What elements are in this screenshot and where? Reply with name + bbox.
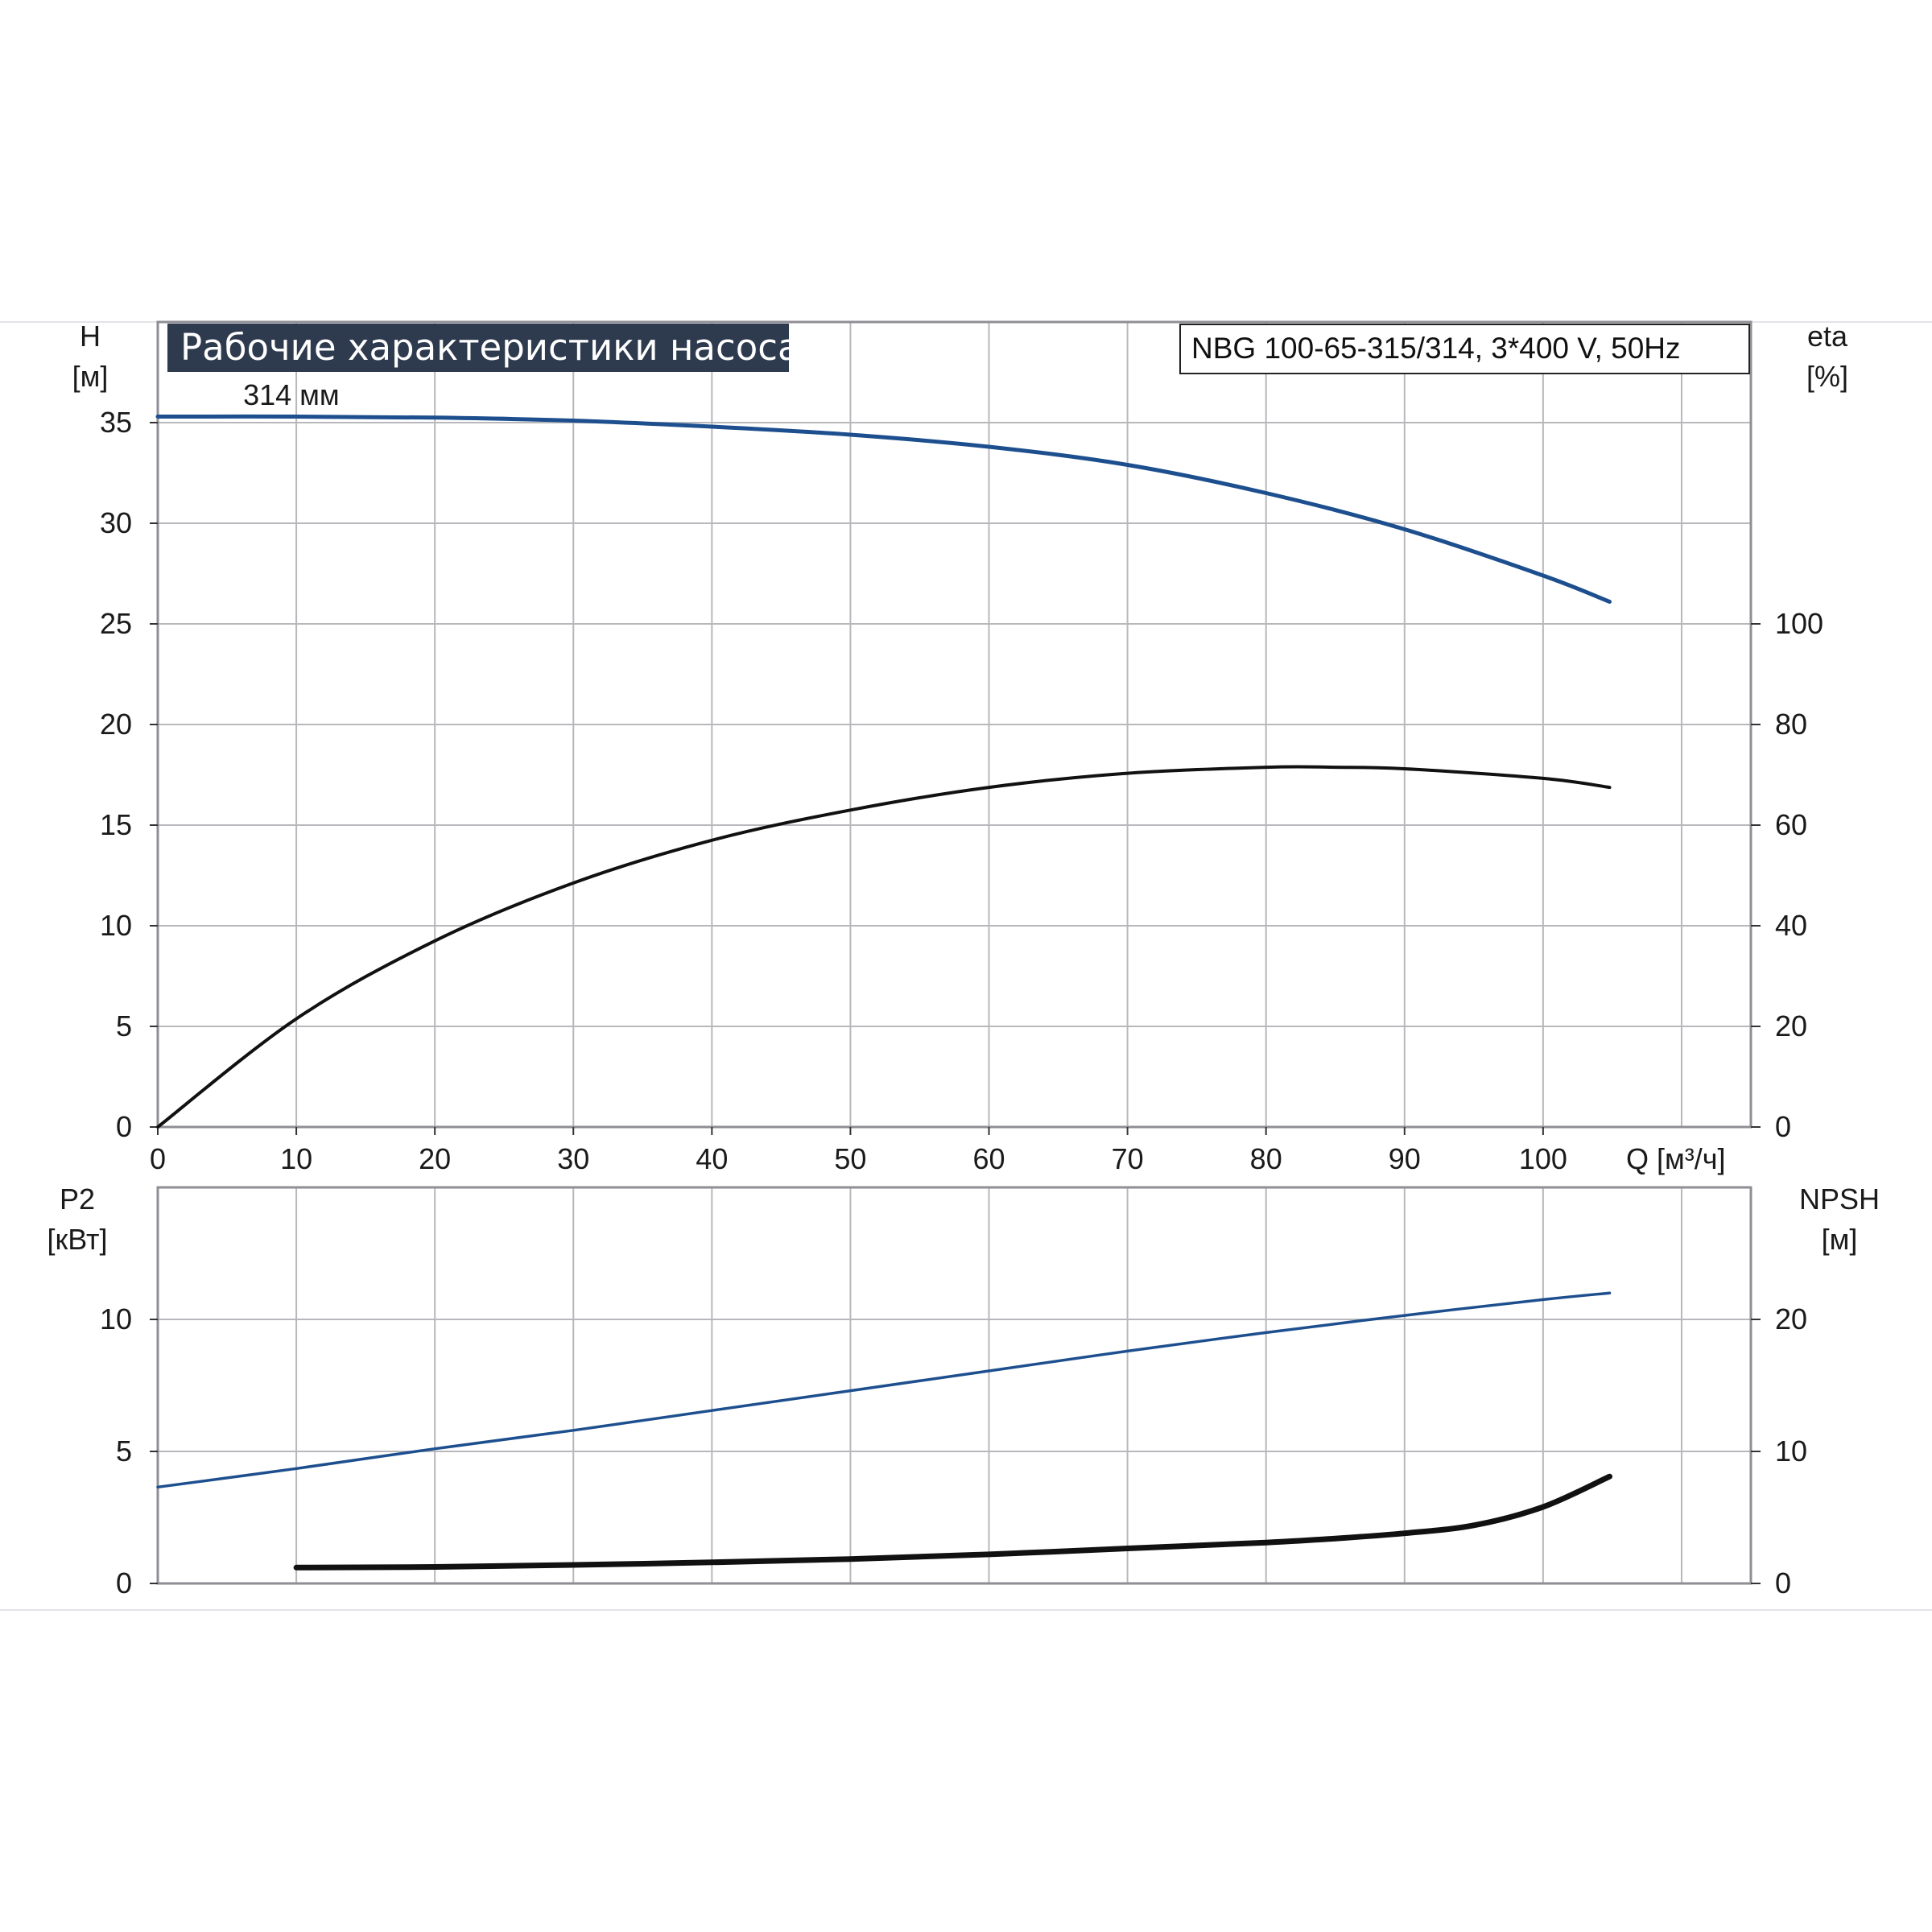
upper-grid [158, 321, 1751, 1127]
y-axis-unit-m: [м] [72, 360, 109, 393]
lower-curves [156, 1291, 1612, 1571]
y2-axis-label-eta: eta [1807, 320, 1848, 353]
chart-subtitle: NBG 100-65-315/314, 3*400 V, 50Hz [1191, 332, 1681, 365]
lower-y2-tick-label-10: 10 [1775, 1435, 1807, 1468]
curve-label-0: 314 мм [243, 378, 340, 411]
y2-axis-unit-m: [м] [1822, 1223, 1858, 1256]
lower-plot-frame [156, 1186, 1752, 1585]
upper-y-tick-label-30: 30 [100, 506, 132, 539]
lower-y-tick-label-5: 5 [116, 1435, 132, 1468]
npsh-curve [293, 1473, 1612, 1571]
lower-y-tick-label-0: 0 [116, 1567, 132, 1600]
lower-tick-labels: 0 5 10 0 10 20 [100, 1302, 1807, 1600]
upper-y2-tick-label-20: 20 [1775, 1009, 1807, 1042]
x-tick-label-100: 100 [1519, 1142, 1567, 1175]
lower-y2-tick-label-0: 0 [1775, 1567, 1791, 1600]
y2-axis-unit-percent: [%] [1806, 360, 1848, 393]
lower-panel: 0 5 10 0 10 20 P2 [кВт] NPSH [м] [47, 1183, 1880, 1600]
x-tick-label-0: 0 [150, 1142, 166, 1175]
upper-y-tick-label-5: 5 [116, 1009, 132, 1042]
upper-curves: 314 мм [155, 378, 1612, 1129]
x-tick-label-90: 90 [1389, 1142, 1421, 1175]
x-axis-label: Q [м³/ч] [1626, 1142, 1726, 1175]
y-axis-label-h: H [80, 320, 101, 353]
eta-curve [156, 765, 1612, 1129]
title-box [167, 324, 789, 372]
chart-title: Рабочие характеристики насоса [180, 326, 800, 369]
upper-y2-tick-label-60: 60 [1775, 808, 1807, 841]
y2-axis-label-npsh: NPSH [1799, 1183, 1880, 1216]
x-tick-label-30: 30 [557, 1142, 589, 1175]
head-curve [155, 414, 1612, 604]
x-tick-label-80: 80 [1250, 1142, 1282, 1175]
lower-y2-tick-label-20: 20 [1775, 1302, 1807, 1335]
x-tick-label-50: 50 [834, 1142, 866, 1175]
upper-panel: 0 10 20 30 40 50 60 70 80 90 100 0 5 10 15 20 25 30 35 0 20 4… [72, 320, 1848, 1175]
x-tick-label-60: 60 [972, 1142, 1005, 1175]
upper-y2-tick-label-40: 40 [1775, 909, 1807, 942]
upper-y2-tick-label-100: 100 [1775, 607, 1823, 640]
upper-y-tick-label-25: 25 [100, 607, 132, 640]
y-axis-unit-kw: [кВт] [47, 1223, 107, 1256]
model-box [1179, 324, 1750, 374]
upper-y-tick-label-10: 10 [100, 909, 132, 942]
upper-y2-tick-label-0: 0 [1775, 1110, 1791, 1143]
upper-y-tick-label-35: 35 [100, 406, 132, 439]
x-tick-label-40: 40 [696, 1142, 728, 1175]
p2-curve [156, 1291, 1612, 1489]
x-tick-label-20: 20 [419, 1142, 451, 1175]
upper-y-tick-label-0: 0 [116, 1110, 132, 1143]
upper-y-tick-label-15: 15 [100, 808, 132, 841]
lower-y-tick-label-10: 10 [100, 1302, 132, 1335]
upper-y2-tick-label-80: 80 [1775, 708, 1807, 741]
y-axis-label-p2: P2 [60, 1183, 95, 1216]
x-tick-label-70: 70 [1112, 1142, 1144, 1175]
x-tick-label-10: 10 [280, 1142, 312, 1175]
upper-tick-labels: 0 10 20 30 40 50 60 70 80 90 100 0 5 10 15 20 25 30 35 0 20 4… [100, 406, 1823, 1175]
upper-y-tick-label-20: 20 [100, 708, 132, 741]
